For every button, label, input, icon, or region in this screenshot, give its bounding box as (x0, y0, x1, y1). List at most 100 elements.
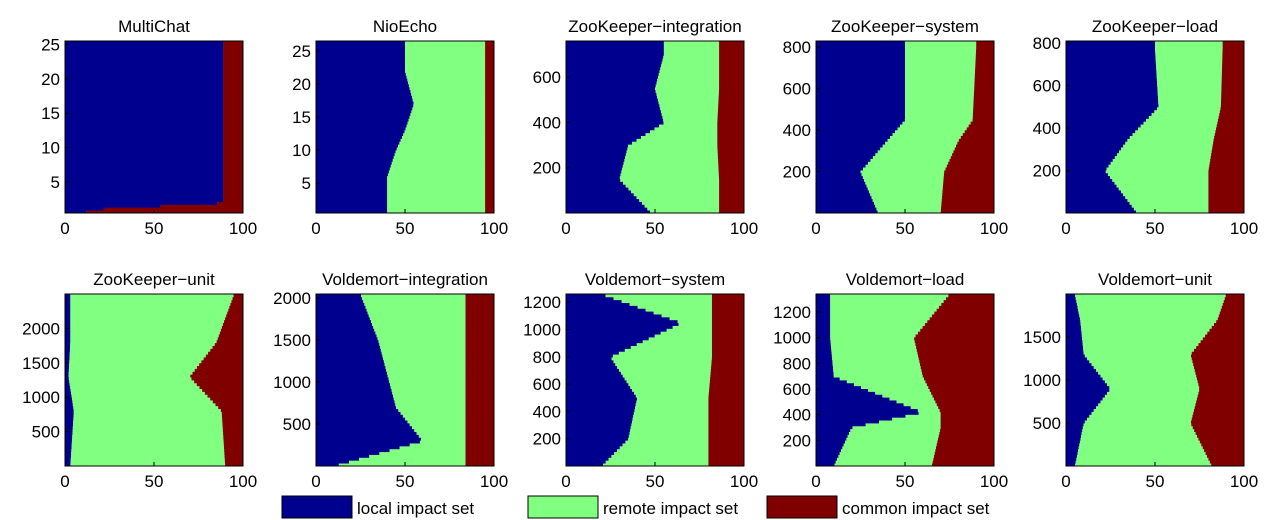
remote-bar-segment (905, 104, 974, 108)
local-bar-segment (316, 98, 413, 102)
remote-bar-segment (384, 362, 466, 367)
common-bar-segment (939, 408, 994, 412)
local-bar-segment (65, 411, 74, 415)
remote-bar-segment (387, 175, 486, 179)
common-bar-segment (485, 78, 494, 82)
remote-bar-segment (389, 448, 466, 453)
local-bar-segment (816, 95, 905, 99)
x-tick-label: 50 (646, 472, 665, 491)
remote-bar-segment (666, 328, 712, 332)
remote-bar-segment (905, 41, 977, 45)
remote-bar-segment (402, 414, 466, 418)
local-bar-segment (1066, 394, 1105, 398)
common-bar-segment (938, 434, 994, 438)
remote-bar-segment (380, 345, 466, 349)
remote-bar-segment (864, 178, 944, 182)
local-bar-segment (566, 345, 631, 349)
remote-bar-segment (69, 382, 197, 387)
common-bar-segment (708, 397, 744, 401)
local-bar-segment (316, 345, 381, 349)
legend-swatch-common (766, 495, 838, 519)
common-bar-segment (711, 325, 744, 329)
common-bar-segment (717, 127, 744, 131)
remote-bar-segment (70, 311, 228, 315)
local-bar-segment (65, 141, 224, 145)
common-bar-segment (1213, 138, 1244, 142)
remote-bar-segment (1104, 394, 1198, 398)
remote-bar-segment (405, 63, 486, 68)
local-bar-segment (816, 388, 869, 392)
remote-bar-segment (905, 414, 941, 418)
local-bar-segment (316, 351, 382, 355)
common-bar-segment (943, 178, 994, 182)
common-bar-segment (717, 155, 744, 159)
remote-bar-segment (905, 49, 977, 53)
common-bar-segment (708, 460, 744, 464)
common-bar-segment (1223, 299, 1244, 303)
remote-bar-segment (71, 397, 211, 401)
common-bar-segment (485, 175, 494, 179)
local-bar-segment (1066, 164, 1109, 168)
local-bar-segment (316, 124, 407, 128)
remote-bar-segment (631, 190, 720, 194)
local-bar-segment (1066, 334, 1082, 338)
local-bar-segment (65, 161, 224, 165)
common-bar-segment (465, 362, 494, 367)
common-bar-segment (485, 190, 494, 194)
local-bar-segment (816, 155, 873, 159)
remote-bar-segment (70, 457, 225, 461)
common-bar-segment (973, 109, 994, 114)
common-bar-segment (922, 374, 994, 378)
local-bar-segment (65, 328, 71, 332)
remote-bar-segment (1108, 164, 1210, 168)
remote-bar-segment (628, 434, 709, 438)
local-bar-segment (65, 78, 224, 82)
common-bar-segment (718, 161, 744, 165)
local-bar-segment (816, 434, 848, 438)
common-bar-segment (465, 325, 494, 329)
common-bar-segment (1202, 445, 1244, 450)
common-bar-segment (935, 400, 994, 404)
remote-bar-segment (1098, 402, 1196, 407)
common-bar-segment (914, 339, 994, 344)
common-bar-segment (223, 155, 243, 159)
remote-bar-segment (412, 106, 486, 111)
local-bar-segment (566, 434, 629, 438)
remote-bar-segment (405, 69, 486, 73)
local-bar-segment (316, 296, 363, 301)
common-bar-segment (717, 109, 744, 114)
remote-bar-segment (628, 437, 709, 441)
remote-bar-segment (905, 75, 975, 79)
remote-bar-segment (839, 377, 924, 381)
common-bar-segment (1213, 322, 1244, 326)
common-bar-segment (465, 448, 494, 453)
remote-bar-segment (892, 132, 963, 136)
remote-bar-segment (1155, 52, 1223, 56)
common-bar-segment (717, 121, 744, 125)
local-bar-segment (316, 334, 377, 338)
common-bar-segment (916, 348, 994, 352)
local-bar-segment (816, 377, 840, 381)
remote-bar-segment (905, 86, 975, 91)
remote-bar-segment (405, 66, 486, 71)
local-bar-segment (316, 368, 387, 372)
y-tick-label: 200 (1033, 162, 1061, 181)
remote-bar-segment (627, 147, 718, 151)
common-bar-segment (485, 207, 494, 211)
local-bar-segment (65, 380, 70, 384)
remote-bar-segment (639, 198, 720, 202)
common-bar-segment (915, 334, 994, 338)
common-bar-segment (708, 411, 744, 415)
x-tick-label: 0 (1061, 219, 1070, 238)
common-bar-segment (216, 339, 243, 344)
remote-bar-segment (412, 425, 466, 430)
common-bar-segment (1201, 443, 1244, 447)
remote-bar-segment (72, 431, 224, 435)
local-bar-segment (65, 147, 224, 151)
common-bar-segment (465, 388, 494, 392)
common-bar-segment (940, 414, 994, 418)
local-bar-segment (816, 78, 905, 82)
local-bar-segment (816, 351, 832, 355)
remote-bar-segment (387, 190, 486, 194)
